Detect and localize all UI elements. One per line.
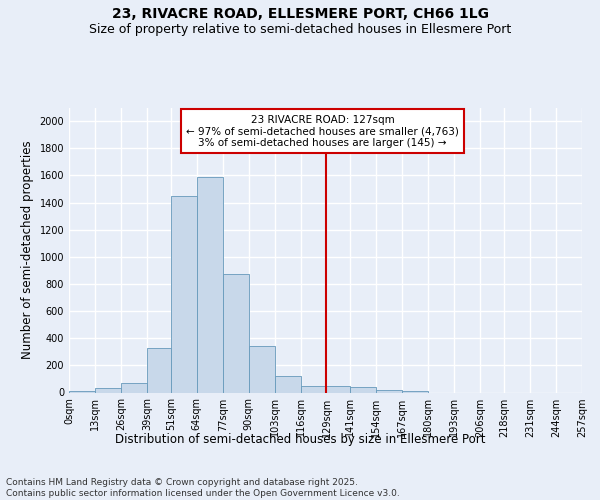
Bar — [147, 348, 171, 393]
Text: 23, RIVACRE ROAD, ELLESMERE PORT, CH66 1LG: 23, RIVACRE ROAD, ELLESMERE PORT, CH66 1… — [112, 8, 488, 22]
Bar — [197, 176, 223, 392]
Bar — [326, 386, 350, 392]
Bar — [223, 274, 248, 392]
Text: Distribution of semi-detached houses by size in Ellesmere Port: Distribution of semi-detached houses by … — [115, 432, 485, 446]
Bar — [376, 390, 403, 392]
Y-axis label: Number of semi-detached properties: Number of semi-detached properties — [21, 140, 34, 360]
Text: Contains HM Land Registry data © Crown copyright and database right 2025.
Contai: Contains HM Land Registry data © Crown c… — [6, 478, 400, 498]
Bar — [95, 388, 121, 392]
Bar — [403, 391, 428, 392]
Bar — [248, 346, 275, 393]
Text: Size of property relative to semi-detached houses in Ellesmere Port: Size of property relative to semi-detach… — [89, 22, 511, 36]
Bar — [275, 376, 301, 392]
Bar — [171, 196, 197, 392]
Bar — [301, 386, 326, 392]
Bar — [121, 383, 147, 392]
Bar — [69, 391, 95, 392]
Text: 23 RIVACRE ROAD: 127sqm
← 97% of semi-detached houses are smaller (4,763)
3% of : 23 RIVACRE ROAD: 127sqm ← 97% of semi-de… — [186, 114, 459, 148]
Bar — [350, 387, 376, 392]
